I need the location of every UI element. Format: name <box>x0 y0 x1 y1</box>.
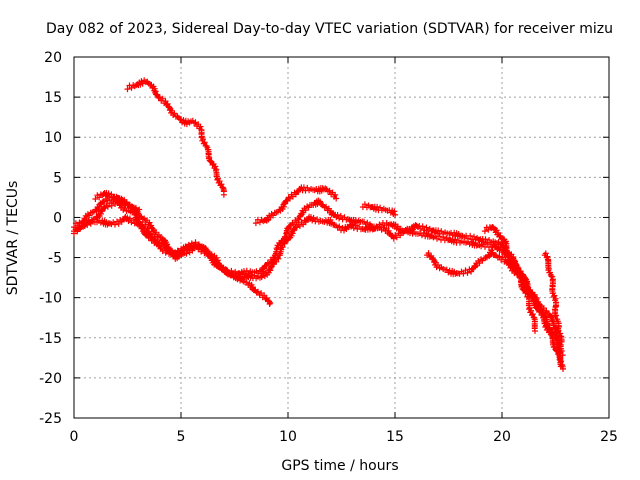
data-series <box>71 77 566 372</box>
y-axis-title: SDTVAR / TECUs <box>5 181 21 296</box>
grid <box>74 57 609 418</box>
plot-frame <box>73 56 610 419</box>
plus-markers <box>541 250 566 372</box>
plus-markers <box>71 213 564 370</box>
plus-markers <box>424 247 538 334</box>
x-axis-title: GPS time / hours <box>281 458 398 474</box>
y-tick-label: -10 <box>39 291 62 307</box>
series-arc-10 <box>541 250 566 372</box>
series-arc-2 <box>71 213 564 370</box>
y-tick-label: 10 <box>44 130 62 146</box>
y-tick-label: -25 <box>39 411 62 427</box>
y-tick-label: 15 <box>44 90 62 106</box>
ticks <box>73 56 610 419</box>
y-tick-label: -5 <box>48 251 62 267</box>
y-tick-label: 0 <box>53 210 62 226</box>
x-tick-label: 15 <box>386 429 404 445</box>
series-arc-5 <box>92 189 143 215</box>
x-tick-label: 25 <box>600 429 618 445</box>
plus-markers <box>252 184 340 227</box>
series-arc-6 <box>252 184 340 227</box>
x-tick-label: 10 <box>279 429 297 445</box>
y-tick-label: -15 <box>39 331 62 347</box>
plus-markers <box>124 77 227 198</box>
y-tick-label: 20 <box>44 50 62 66</box>
plus-markers <box>92 189 143 215</box>
plus-markers <box>359 201 399 218</box>
x-tick-label: 0 <box>70 429 79 445</box>
y-tick-label: -20 <box>39 371 62 387</box>
chart-title: Day 082 of 2023, Sidereal Day-to-day VTE… <box>46 21 613 37</box>
x-tick-label: 5 <box>177 429 186 445</box>
series-arc-7 <box>359 201 399 218</box>
tick-labels: 0 5 10 15 20 25 -25 -20 -15 -10 -5 0 5 10 15 20 <box>39 50 618 445</box>
series-arc-8 <box>424 247 538 334</box>
series-arc-1 <box>124 77 227 198</box>
y-tick-label: 5 <box>53 170 62 186</box>
x-tick-label: 20 <box>493 429 511 445</box>
